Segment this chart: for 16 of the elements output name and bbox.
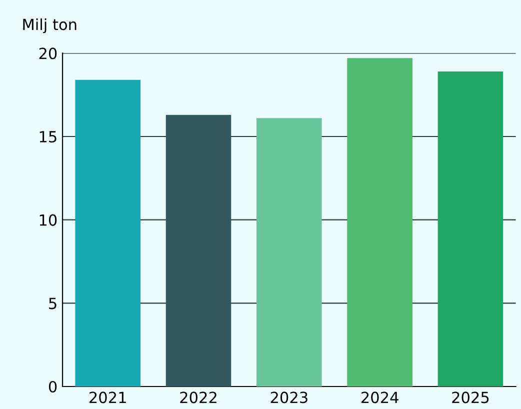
bar [166,114,232,387]
bar [256,118,322,387]
y-tick-label: 20 [39,48,57,60]
x-tick-label: 2021 [90,392,126,404]
x-tick-label: 2022 [180,392,216,404]
y-tick-label: 0 [48,380,57,393]
bar [438,72,504,387]
x-tick-label: 2025 [452,392,489,404]
y-axis-title: Milj ton [23,18,76,34]
y-tick-label: 5 [49,298,56,310]
x-tick-label: 2024 [361,392,398,404]
y-tick-label: 10 [40,214,57,226]
bar [75,80,140,387]
bar [347,58,412,387]
x-tick-label: 2023 [270,392,308,404]
y-tick-label: 15 [40,131,56,143]
